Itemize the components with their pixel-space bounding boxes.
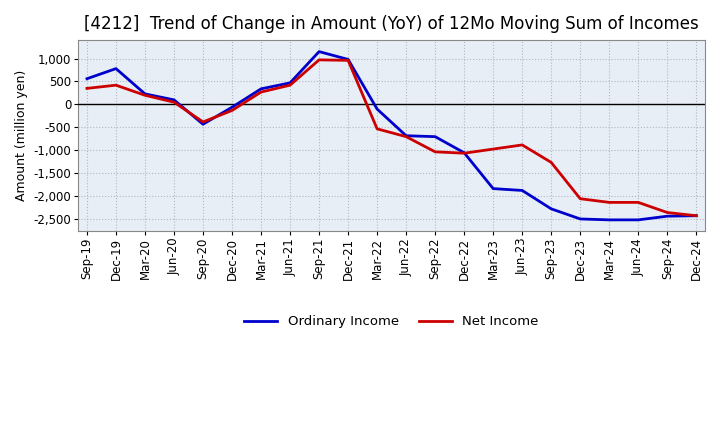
Ordinary Income (460, 150, 469, 155)
Net Income (460, 150, 469, 156)
Net Income (547, 160, 556, 165)
Net Income (315, 57, 323, 62)
Net Income (257, 89, 266, 95)
Net Income (489, 147, 498, 152)
Y-axis label: Amount (million yen): Amount (million yen) (15, 70, 28, 201)
Net Income (286, 83, 294, 88)
Ordinary Income (547, 206, 556, 212)
Ordinary Income (634, 217, 642, 223)
Ordinary Income (605, 217, 613, 223)
Net Income (663, 210, 672, 215)
Net Income (140, 93, 149, 98)
Ordinary Income (576, 216, 585, 222)
Net Income (373, 126, 382, 132)
Net Income (170, 99, 179, 105)
Ordinary Income (431, 134, 439, 139)
Net Income (112, 83, 120, 88)
Ordinary Income (199, 121, 207, 127)
Net Income (605, 200, 613, 205)
Net Income (228, 108, 236, 113)
Ordinary Income (518, 188, 526, 193)
Legend: Ordinary Income, Net Income: Ordinary Income, Net Income (239, 310, 544, 334)
Ordinary Income (170, 97, 179, 103)
Net Income (83, 86, 91, 91)
Net Income (199, 119, 207, 125)
Ordinary Income (112, 66, 120, 71)
Ordinary Income (228, 105, 236, 110)
Line: Ordinary Income: Ordinary Income (87, 51, 696, 220)
Net Income (692, 213, 701, 218)
Ordinary Income (663, 213, 672, 219)
Ordinary Income (343, 57, 352, 62)
Net Income (518, 142, 526, 147)
Ordinary Income (140, 91, 149, 96)
Ordinary Income (402, 133, 410, 138)
Ordinary Income (257, 86, 266, 92)
Title: [4212]  Trend of Change in Amount (YoY) of 12Mo Moving Sum of Incomes: [4212] Trend of Change in Amount (YoY) o… (84, 15, 699, 33)
Ordinary Income (286, 80, 294, 85)
Ordinary Income (315, 49, 323, 54)
Line: Net Income: Net Income (87, 60, 696, 216)
Net Income (576, 196, 585, 202)
Net Income (402, 134, 410, 139)
Net Income (343, 58, 352, 63)
Net Income (634, 200, 642, 205)
Ordinary Income (83, 76, 91, 81)
Ordinary Income (489, 186, 498, 191)
Net Income (431, 149, 439, 154)
Ordinary Income (373, 106, 382, 112)
Ordinary Income (692, 213, 701, 218)
